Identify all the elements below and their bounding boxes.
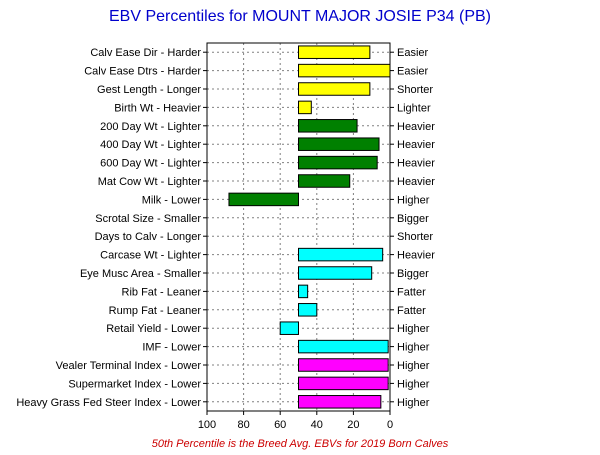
bar [298, 82, 371, 96]
bar-layer [228, 45, 391, 409]
row-label-right: Fatter [397, 305, 426, 317]
bar [298, 266, 373, 280]
chart-footnote: 50th Percentile is the Breed Avg. EBVs f… [152, 438, 449, 450]
row-label-left: Supermarket Index - Lower [68, 378, 201, 390]
row-label-left: 600 Day Wt - Lighter [100, 158, 201, 170]
row-label-right: Heavier [397, 139, 435, 151]
bar [298, 339, 389, 354]
grid-layer [207, 43, 390, 411]
row-label-right: Fatter [397, 286, 426, 298]
bar [298, 155, 378, 170]
row-label-right: Bigger [397, 268, 429, 280]
row-label-left: Eye Musc Area - Smaller [80, 268, 201, 280]
x-tick-label: 80 [237, 419, 249, 431]
row-label-left: Mat Cow Wt - Lighter [98, 176, 202, 188]
row-label-left: Heavy Grass Fed Steer Index - Lower [16, 397, 201, 409]
row-label-left: 400 Day Wt - Lighter [100, 139, 201, 151]
row-label-left: Calv Ease Dtrs - Harder [84, 66, 201, 78]
row-label-left: Days to Calv - Longer [95, 231, 202, 243]
row-label-right: Higher [397, 378, 430, 390]
row-label-left: Vealer Terminal Index - Lower [56, 360, 202, 372]
row-label-right: Easier [397, 47, 429, 59]
bar [298, 303, 318, 317]
bar [298, 376, 389, 391]
x-tick-label: 100 [198, 419, 216, 431]
row-label-left: Rib Fat - Leaner [122, 286, 202, 298]
bar [298, 137, 380, 151]
row-label-right: Heavier [397, 176, 435, 188]
x-tick-label: 60 [274, 419, 286, 431]
row-label-left: IMF - Lower [142, 342, 201, 354]
row-label-left: Milk - Lower [142, 194, 202, 206]
row-label-left: Calv Ease Dir - Harder [90, 47, 201, 59]
plot-frame [206, 42, 391, 412]
tick-layer: 100 80 60 40 20 0 [198, 51, 394, 431]
row-label-right: Higher [397, 342, 430, 354]
bar [298, 174, 351, 188]
bar [298, 63, 391, 78]
row-label-left: Scrotal Size - Smaller [95, 213, 201, 225]
row-label-right: Shorter [397, 231, 433, 243]
row-label-left: Retail Yield - Lower [106, 323, 201, 335]
row-label-left: Carcase Wt - Lighter [100, 250, 201, 262]
row-label-right: Higher [397, 323, 430, 335]
row-label-right: Higher [397, 194, 430, 206]
bar [298, 45, 371, 59]
bar [298, 100, 312, 115]
bar [298, 119, 358, 133]
x-tick-label: 0 [387, 419, 393, 431]
bar [298, 358, 389, 372]
row-label-right: Bigger [397, 213, 429, 225]
bar [228, 192, 300, 207]
row-label-right: Heavier [397, 158, 435, 170]
bar [298, 395, 382, 409]
row-label-left: Rump Fat - Leaner [109, 305, 202, 317]
row-label-right: Higher [397, 360, 430, 372]
row-label-right: Lighter [397, 102, 431, 114]
bar [298, 284, 309, 299]
row-label-right: Higher [397, 397, 430, 409]
x-tick-label: 20 [347, 419, 359, 431]
row-label-left: Birth Wt - Heavier [114, 102, 201, 114]
row-label-right: Heavier [397, 250, 435, 262]
label-layer: Calv Ease Dir - Harder Easier Calv Ease Dt… [16, 47, 435, 409]
x-tick-label: 40 [311, 419, 323, 431]
row-label-right: Heavier [397, 121, 435, 133]
bar [298, 247, 384, 262]
chart-title: EBV Percentiles for MOUNT MAJOR JOSIE P3… [109, 8, 491, 25]
row-label-right: Shorter [397, 84, 433, 96]
row-label-left: Gest Length - Longer [97, 84, 201, 96]
bar [279, 321, 300, 335]
row-label-left: 200 Day Wt - Lighter [100, 121, 201, 133]
row-label-right: Easier [397, 66, 429, 78]
